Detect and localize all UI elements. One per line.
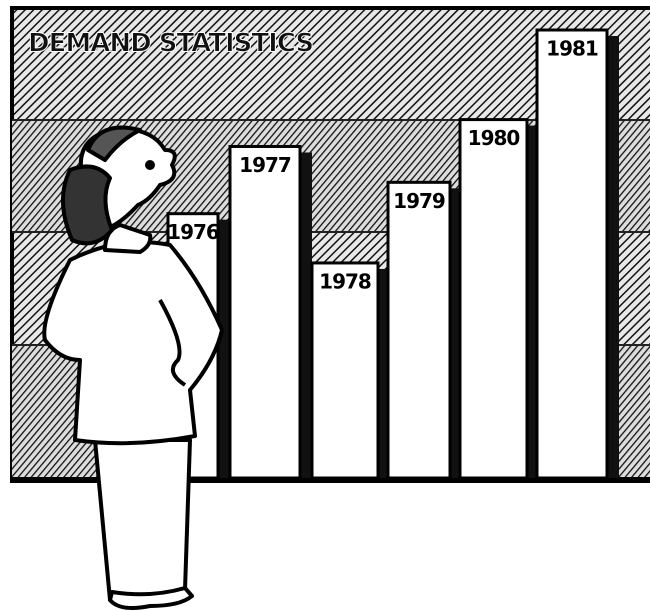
bar (388, 182, 450, 478)
bar-label: 1980 (468, 126, 520, 150)
bar-shadow (218, 220, 230, 478)
bar (230, 146, 300, 478)
bar-shadow (607, 36, 619, 478)
bar (460, 120, 527, 478)
bar-label: 1976 (167, 220, 219, 244)
bar-label: 1978 (319, 269, 371, 293)
bar-label: 1979 (393, 189, 445, 213)
bar-shadow (300, 152, 312, 478)
chart-title: DEMAND STATISTICS (28, 29, 313, 59)
bar (537, 30, 607, 478)
bar-label: 1981 (546, 37, 598, 61)
bar-label: 1977 (239, 153, 291, 177)
bar (312, 263, 378, 478)
illustration: DEMAND STATISTICS 1976 1977 1978 1979 1980 19… (0, 0, 650, 611)
